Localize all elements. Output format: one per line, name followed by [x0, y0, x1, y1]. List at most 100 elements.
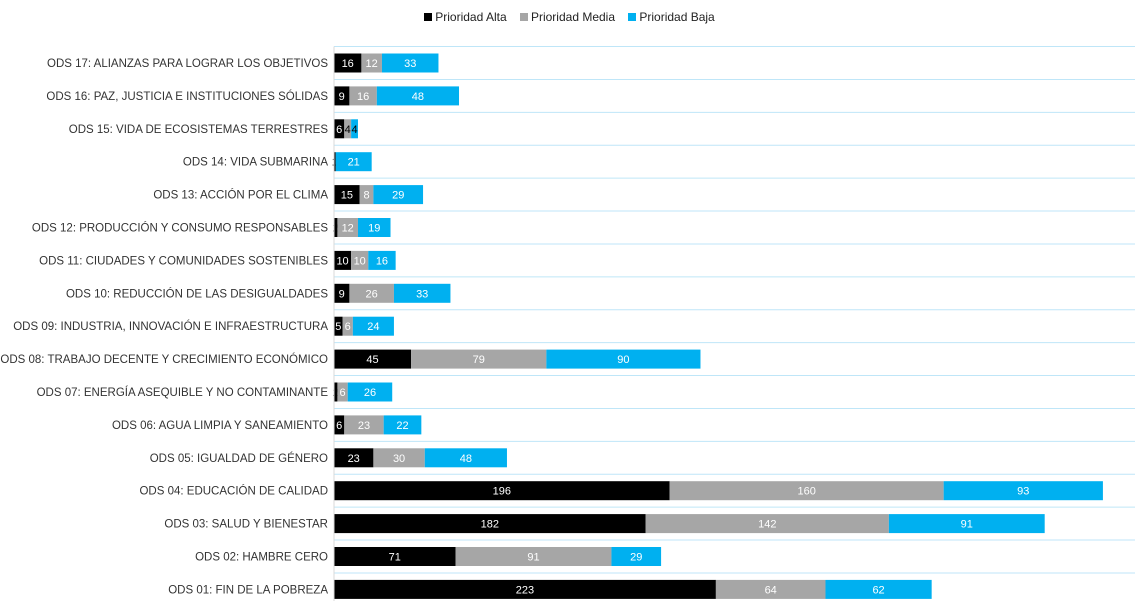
data-label-media: 79: [473, 354, 485, 366]
data-label-alta: 182: [481, 519, 499, 531]
data-label-media: 64: [765, 584, 777, 596]
legend-swatch-baja: [628, 13, 637, 21]
bar-segment-media: [455, 547, 612, 566]
bar-segment-alta: [334, 152, 336, 172]
chart-legend: Prioridad Alta Prioridad Media Prioridad…: [0, 10, 1139, 24]
data-label-alta: 9: [339, 288, 345, 300]
category-label: ODS 07: ENERGÍA ASEQUIBLE Y NO CONTAMINA…: [37, 386, 329, 399]
data-label-baja: 29: [630, 552, 642, 564]
legend-item-media: Prioridad Media: [519, 10, 615, 24]
data-label-baja: 62: [872, 584, 884, 596]
bar-segment-media: [373, 448, 425, 468]
bar-segment-alta: [334, 185, 360, 205]
data-label-media: 26: [366, 288, 378, 300]
data-label-alta: 15: [341, 190, 353, 202]
bar-segment-baja: [943, 481, 1103, 501]
data-label-media: 12: [342, 223, 354, 235]
data-label-alta: 6: [336, 124, 342, 136]
bar-segment-alta: [334, 316, 343, 336]
category-label: ODS 02: HAMBRE CERO: [195, 552, 328, 564]
bar-segment-alta: [334, 579, 716, 599]
category-label: ODS 11: CIUDADES Y COMUNIDADES SOSTENIBL…: [39, 255, 328, 267]
bar-segment-baja: [335, 152, 372, 172]
bar-segment-baja: [383, 415, 422, 435]
category-label: ODS 15: VIDA DE ECOSISTEMAS TERRESTRES: [69, 124, 329, 136]
bar-segment-baja: [424, 448, 507, 468]
data-label-alta: 23: [348, 453, 360, 465]
data-label-media: 6: [340, 387, 346, 399]
data-label-media: 8: [363, 190, 369, 202]
bar-segment-alta: [334, 119, 345, 139]
bar-segment-alta: [334, 514, 646, 534]
bar-segment-media: [359, 185, 374, 205]
legend-label-baja: Prioridad Baja: [639, 10, 715, 24]
data-label-media: 12: [366, 58, 378, 70]
bar-segment-media: [349, 86, 377, 106]
bar-segment-media: [351, 250, 369, 270]
bar-segment-media: [715, 579, 826, 599]
legend-label-alta: Prioridad Alta: [435, 10, 507, 24]
bar-segment-baja: [373, 185, 424, 205]
data-label-baja: 26: [364, 387, 376, 399]
data-label-media: 10: [354, 255, 366, 267]
data-label-alta: 5: [335, 321, 341, 333]
bar-segment-baja: [825, 579, 932, 599]
legend-item-alta: Prioridad Alta: [424, 10, 507, 24]
bar-segment-baja: [376, 86, 460, 106]
data-label-baja: 19: [368, 223, 380, 235]
bar-segment-media: [361, 53, 382, 73]
bar-segment-alta: [334, 53, 362, 73]
data-label-media: 4: [345, 124, 351, 136]
category-label: ODS 03: SALUD Y BIENESTAR: [164, 519, 328, 531]
data-label-alta: 9: [339, 91, 345, 103]
category-label: ODS 09: INDUSTRIA, INNOVACIÓN E INFRAEST…: [13, 320, 328, 333]
bar-segment-baja: [357, 218, 391, 237]
data-label-media: 30: [393, 453, 405, 465]
legend-item-baja: Prioridad Baja: [628, 10, 715, 24]
bar-segment-media: [411, 349, 547, 369]
category-label: ODS 06: AGUA LIMPIA Y SANEAMIENTO: [112, 420, 328, 432]
bar-segment-media: [349, 283, 394, 303]
bar-segment-media: [337, 218, 358, 237]
data-label-baja: 48: [460, 453, 472, 465]
category-label: ODS 10: REDUCCIÓN DE LAS DESIGUALDADES: [66, 287, 328, 300]
bar-segment-alta: [334, 448, 374, 468]
category-label: ODS 13: ACCIÓN POR EL CLIMA: [153, 189, 328, 202]
category-label: ODS 05: IGUALDAD DE GÉNERO: [150, 452, 328, 465]
data-label-alta: 16: [342, 58, 354, 70]
bar-segment-alta: [334, 250, 352, 270]
bar-segment-media: [645, 514, 889, 534]
data-label-alta: 196: [493, 486, 511, 498]
data-label-baja: 29: [392, 190, 404, 202]
bar-segment-baja: [393, 283, 451, 303]
bar-segment-media: [344, 119, 352, 139]
legend-swatch-media: [519, 13, 528, 21]
data-label-alta: 1: [332, 157, 338, 169]
data-label-baja: 90: [617, 354, 629, 366]
bar-segment-alta: [334, 481, 670, 501]
data-label-baja: 93: [1017, 486, 1029, 498]
category-label: ODS 17: ALIANZAS PARA LOGRAR LOS OBJETIV…: [47, 58, 328, 70]
data-label-alta: 45: [366, 354, 378, 366]
bar-segment-baja: [368, 250, 396, 270]
bar-segment-baja: [611, 547, 662, 566]
bar-segment-baja: [347, 382, 393, 402]
bar-segment-alta: [334, 415, 345, 435]
category-label: ODS 01: FIN DE LA POBREZA: [168, 584, 328, 596]
category-label: ODS 16: PAZ, JUSTICIA E INSTITUCIONES SÓ…: [46, 90, 328, 103]
data-label-baja: 16: [376, 255, 388, 267]
bar-segment-media: [337, 382, 348, 402]
legend-swatch-alta: [424, 13, 433, 21]
bar-segment-alta: [334, 218, 338, 237]
bar-segment-baja: [888, 514, 1045, 534]
data-label-baja: 4: [351, 124, 357, 136]
data-label-alta: 2: [333, 387, 339, 399]
data-label-media: 16: [357, 91, 369, 103]
data-label-baja: 21: [348, 157, 360, 169]
data-label-alta: 2: [333, 223, 339, 235]
data-label-baja: 91: [961, 519, 973, 531]
data-label-baja: 22: [396, 420, 408, 432]
category-label: ODS 04: EDUCACIÓN DE CALIDAD: [139, 485, 328, 498]
bar-segment-media: [344, 415, 384, 435]
category-label: ODS 12: PRODUCCIÓN Y CONSUMO RESPONSABLE…: [32, 222, 328, 235]
